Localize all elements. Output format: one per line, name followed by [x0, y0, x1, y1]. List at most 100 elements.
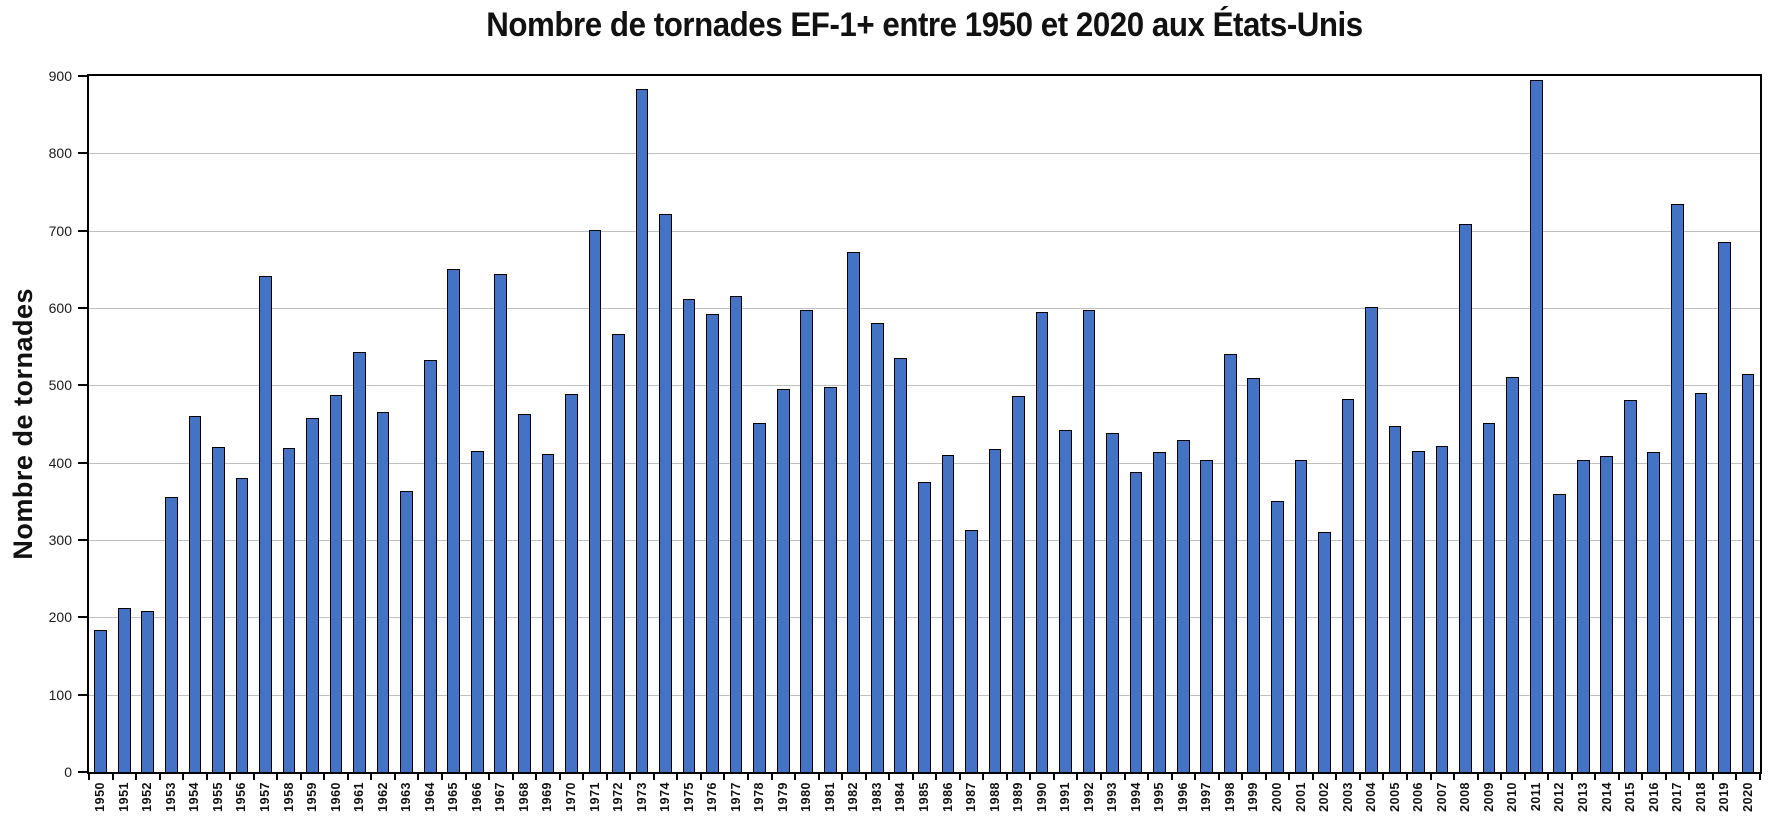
- bar-1995: [1153, 451, 1167, 772]
- x-tick-35: [911, 774, 914, 780]
- x-tick-label-1990: 1990: [1034, 782, 1049, 812]
- x-tick-label-1951: 1951: [116, 782, 131, 812]
- bar-1953: [165, 497, 178, 772]
- category-2018: [1689, 76, 1713, 772]
- category-1955: [207, 76, 231, 772]
- x-tick-65: [1617, 774, 1620, 780]
- category-1972: [607, 76, 631, 772]
- category-1994: [1124, 76, 1148, 772]
- category-1974: [654, 76, 678, 772]
- category-2020: [1736, 76, 1760, 772]
- x-tick-26: [699, 774, 702, 780]
- bar-1950: [94, 629, 108, 772]
- bar-2016: [1647, 451, 1661, 772]
- bar-1959: [306, 417, 319, 772]
- x-tick-label-1967: 1967: [493, 782, 508, 812]
- x-tick-53: [1335, 774, 1338, 780]
- y-tick-label-500: 500: [48, 377, 72, 394]
- category-2008: [1454, 76, 1478, 772]
- bar-2020: [1741, 373, 1755, 772]
- bar-2015: [1623, 400, 1637, 772]
- category-1983: [866, 76, 890, 772]
- x-tick-label-2005: 2005: [1387, 782, 1402, 812]
- x-tick-57: [1429, 774, 1432, 780]
- x-tick-label-2004: 2004: [1364, 782, 1379, 812]
- category-1989: [1007, 76, 1031, 772]
- category-1998: [1219, 76, 1243, 772]
- bar-1996: [1176, 440, 1190, 772]
- bar-1991: [1059, 430, 1072, 772]
- category-1995: [1148, 76, 1172, 772]
- bar-1968: [517, 413, 531, 772]
- y-tick-700: [78, 229, 87, 232]
- x-tick-33: [864, 774, 867, 780]
- gridline-800: [89, 153, 1760, 155]
- chart-title: Nombre de tornades EF-1+ entre 1950 et 2…: [486, 6, 1363, 44]
- category-2017: [1666, 76, 1690, 772]
- x-tick-label-1976: 1976: [705, 782, 720, 812]
- y-tick-label-900: 900: [48, 68, 72, 84]
- category-2013: [1571, 76, 1595, 772]
- x-tick-label-1984: 1984: [893, 782, 908, 812]
- x-tick-13: [393, 774, 396, 780]
- category-1964: [418, 76, 442, 772]
- x-tick-41: [1052, 774, 1055, 780]
- bar-1957: [259, 276, 272, 772]
- x-tick-label-2011: 2011: [1528, 782, 1543, 812]
- x-tick-0: [88, 774, 90, 780]
- x-tick-44: [1123, 774, 1126, 780]
- x-tick-40: [1029, 774, 1032, 780]
- category-1957: [254, 76, 278, 772]
- category-1982: [842, 76, 866, 772]
- x-tick-label-2010: 2010: [1505, 782, 1520, 812]
- x-tick-38: [982, 774, 985, 780]
- category-1950: [89, 76, 113, 772]
- x-tick-label-2012: 2012: [1552, 782, 1567, 812]
- x-tick-2: [135, 774, 138, 780]
- category-1987: [960, 76, 984, 772]
- x-tick-label-1965: 1965: [446, 782, 461, 812]
- bar-2000: [1270, 500, 1284, 772]
- category-2007: [1430, 76, 1454, 772]
- category-1963: [395, 76, 419, 772]
- x-tick-label-1987: 1987: [964, 782, 979, 812]
- bar-1982: [847, 251, 861, 772]
- x-tick-label-2014: 2014: [1599, 782, 1614, 812]
- x-tick-label-1994: 1994: [1128, 782, 1143, 812]
- x-tick-5: [205, 774, 208, 780]
- category-1985: [913, 76, 937, 772]
- x-tick-48: [1217, 774, 1220, 780]
- category-1971: [583, 76, 607, 772]
- bar-1970: [565, 393, 578, 772]
- x-tick-label-1991: 1991: [1058, 782, 1073, 812]
- x-tick-21: [582, 774, 585, 780]
- x-tick-24: [652, 774, 655, 780]
- y-tick-300: [78, 539, 87, 541]
- gridline-500: [89, 385, 1760, 387]
- category-1969: [536, 76, 560, 772]
- bar-1972: [612, 334, 625, 772]
- bar-2004: [1365, 307, 1378, 772]
- x-tick-43: [1100, 774, 1102, 780]
- x-tick-label-1972: 1972: [611, 782, 626, 812]
- x-tick-8: [276, 774, 279, 780]
- category-1956: [230, 76, 254, 772]
- category-1988: [983, 76, 1007, 772]
- category-1954: [183, 76, 207, 772]
- bar-1975: [682, 298, 696, 772]
- x-tick-label-1988: 1988: [987, 782, 1002, 812]
- x-tick-61: [1523, 774, 1526, 780]
- x-tick-16: [464, 774, 467, 780]
- category-1991: [1054, 76, 1078, 772]
- x-tick-label-1964: 1964: [422, 782, 437, 812]
- category-1965: [442, 76, 466, 772]
- category-2001: [1289, 76, 1313, 772]
- x-tick-62: [1547, 774, 1550, 780]
- x-tick-label-1998: 1998: [1222, 782, 1237, 812]
- gridline-700: [89, 230, 1760, 232]
- x-tick-28: [746, 774, 749, 780]
- bar-1993: [1106, 433, 1119, 772]
- y-tick-800: [78, 152, 87, 155]
- x-tick-17: [488, 774, 491, 780]
- x-tick-66: [1641, 774, 1644, 780]
